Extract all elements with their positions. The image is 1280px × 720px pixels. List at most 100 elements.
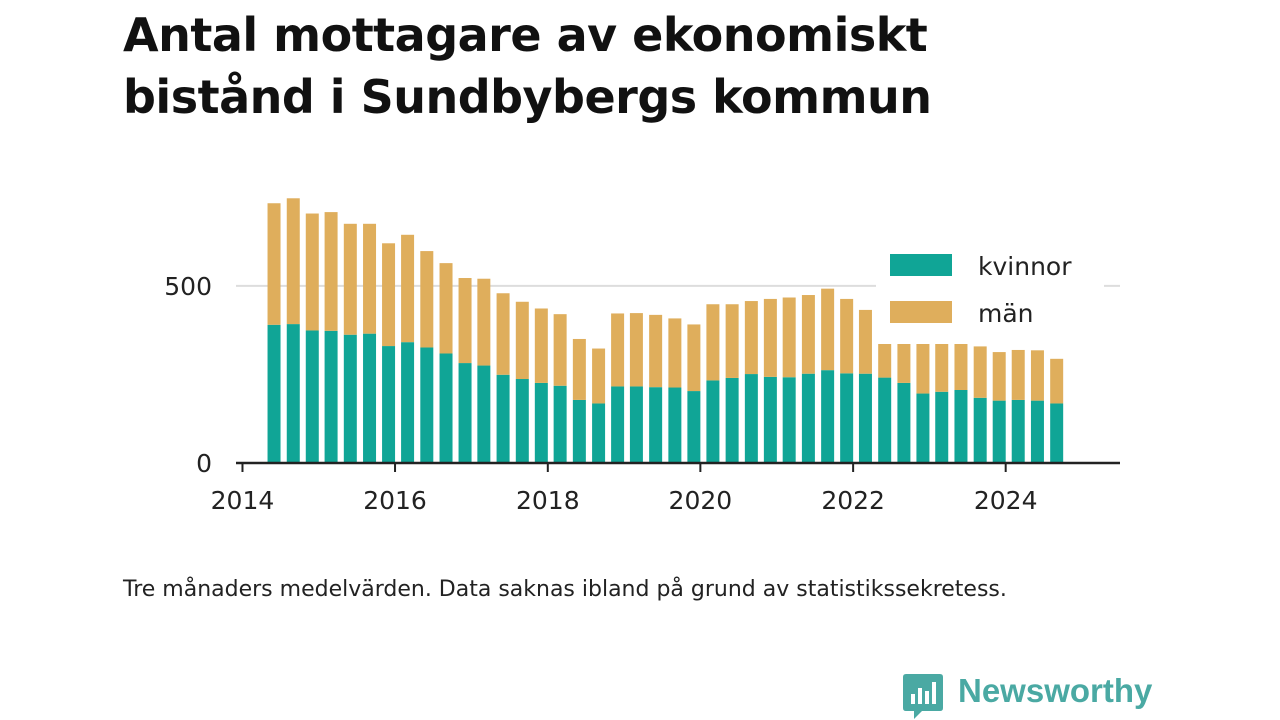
bar-man [782, 297, 796, 378]
legend-label-man: män [978, 299, 1034, 328]
bar-kvinnor [420, 347, 434, 463]
bar-man [744, 301, 758, 375]
bar-man [534, 308, 548, 383]
bar-kvinnor [477, 365, 491, 463]
bar-man [629, 313, 643, 387]
bar-man [477, 278, 491, 366]
x-tick-label: 2022 [821, 486, 885, 515]
bar-kvinnor [267, 324, 281, 463]
x-tick-label: 2020 [669, 486, 733, 515]
bar-kvinnor [725, 377, 739, 463]
bar-man [286, 198, 300, 325]
bar-man [687, 324, 701, 392]
x-tick-label: 2024 [974, 486, 1038, 515]
bar-man [496, 293, 510, 375]
bar-man [840, 298, 854, 374]
bar-man [858, 309, 872, 374]
bar-man [401, 234, 415, 343]
bar-kvinnor [801, 373, 815, 463]
chart-title: Antal mottagare av ekonomiskt bistånd i … [123, 8, 932, 124]
y-tick-label: 0 [196, 449, 212, 478]
bar-man [363, 223, 377, 334]
bar-man [572, 338, 586, 400]
bar-man [801, 295, 815, 374]
bar-kvinnor [763, 376, 777, 463]
bar-man [935, 334, 949, 392]
bar-man [1050, 358, 1064, 404]
chart: kvinnor män 0 500 2014 2016 2018 2020 2022 2024 [164, 198, 1120, 515]
bar-kvinnor [973, 397, 987, 463]
bar-kvinnor [343, 334, 357, 463]
bar-man [592, 348, 606, 404]
bar-man [305, 213, 319, 331]
bar-man [324, 212, 338, 331]
bar-kvinnor [1050, 403, 1064, 463]
bar-man [553, 314, 567, 386]
legend-swatch-kvinnor [890, 254, 952, 276]
bar-man [1011, 349, 1025, 400]
bar-kvinnor [363, 333, 377, 463]
legend-swatch-man [890, 301, 952, 323]
bar-kvinnor [458, 363, 472, 463]
bar-kvinnor [897, 382, 911, 463]
bar-man [439, 263, 453, 354]
bar-kvinnor [324, 330, 338, 463]
bar-kvinnor [305, 330, 319, 463]
bar-kvinnor [286, 324, 300, 463]
bar-kvinnor [1030, 400, 1044, 463]
legend: kvinnor män [876, 248, 1104, 344]
bar-kvinnor [611, 386, 625, 463]
bar-kvinnor [515, 379, 529, 463]
bar-kvinnor [935, 391, 949, 463]
bar-man [725, 304, 739, 378]
bar-kvinnor [1011, 399, 1025, 463]
bar-man [382, 243, 396, 347]
bar-man [343, 223, 357, 335]
bar-kvinnor [916, 393, 930, 463]
chart-footnote: Tre månaders medelvärden. Data saknas ib… [123, 577, 1007, 602]
bar-kvinnor [649, 387, 663, 463]
bar-man [916, 334, 930, 394]
x-tick-label: 2018 [516, 486, 580, 515]
legend-label-kvinnor: kvinnor [978, 252, 1072, 281]
bar-kvinnor [706, 380, 720, 463]
bar-kvinnor [496, 374, 510, 463]
bar-man [611, 313, 625, 387]
bar-man [267, 203, 281, 325]
bar-kvinnor [668, 387, 682, 463]
bar-kvinnor [629, 386, 643, 463]
bar-kvinnor [553, 385, 567, 463]
bar-kvinnor [592, 403, 606, 463]
brand-name: Newsworthy [958, 672, 1153, 709]
bar-kvinnor [858, 373, 872, 463]
bar-man [649, 314, 663, 388]
bar-man [420, 251, 434, 348]
bar-man [706, 304, 720, 381]
bar-kvinnor [878, 377, 892, 463]
bar-man [954, 338, 968, 390]
bar-kvinnor [439, 353, 453, 463]
bar-man [458, 278, 472, 364]
axes: 0 500 2014 2016 2018 2020 2022 2024 [164, 272, 1120, 515]
bar-man [821, 288, 835, 371]
bar-kvinnor [534, 382, 548, 463]
x-tick-label: 2014 [211, 486, 275, 515]
bar-kvinnor [821, 370, 835, 463]
bar-kvinnor [572, 399, 586, 463]
bar-man [973, 346, 987, 398]
bar-kvinnor [687, 391, 701, 463]
newsworthy-logo-icon [903, 674, 943, 719]
x-tick-label: 2016 [363, 486, 427, 515]
bar-man [668, 318, 682, 388]
bar-kvinnor [744, 374, 758, 463]
bar-kvinnor [782, 377, 796, 463]
bar-kvinnor [840, 373, 854, 463]
bar-man [515, 301, 529, 380]
bar-kvinnor [382, 346, 396, 463]
bar-man [763, 298, 777, 377]
bar-kvinnor [992, 400, 1006, 463]
bar-kvinnor [954, 389, 968, 463]
bar-man [992, 352, 1006, 401]
y-tick-label: 500 [164, 272, 212, 301]
bar-kvinnor [401, 342, 415, 463]
